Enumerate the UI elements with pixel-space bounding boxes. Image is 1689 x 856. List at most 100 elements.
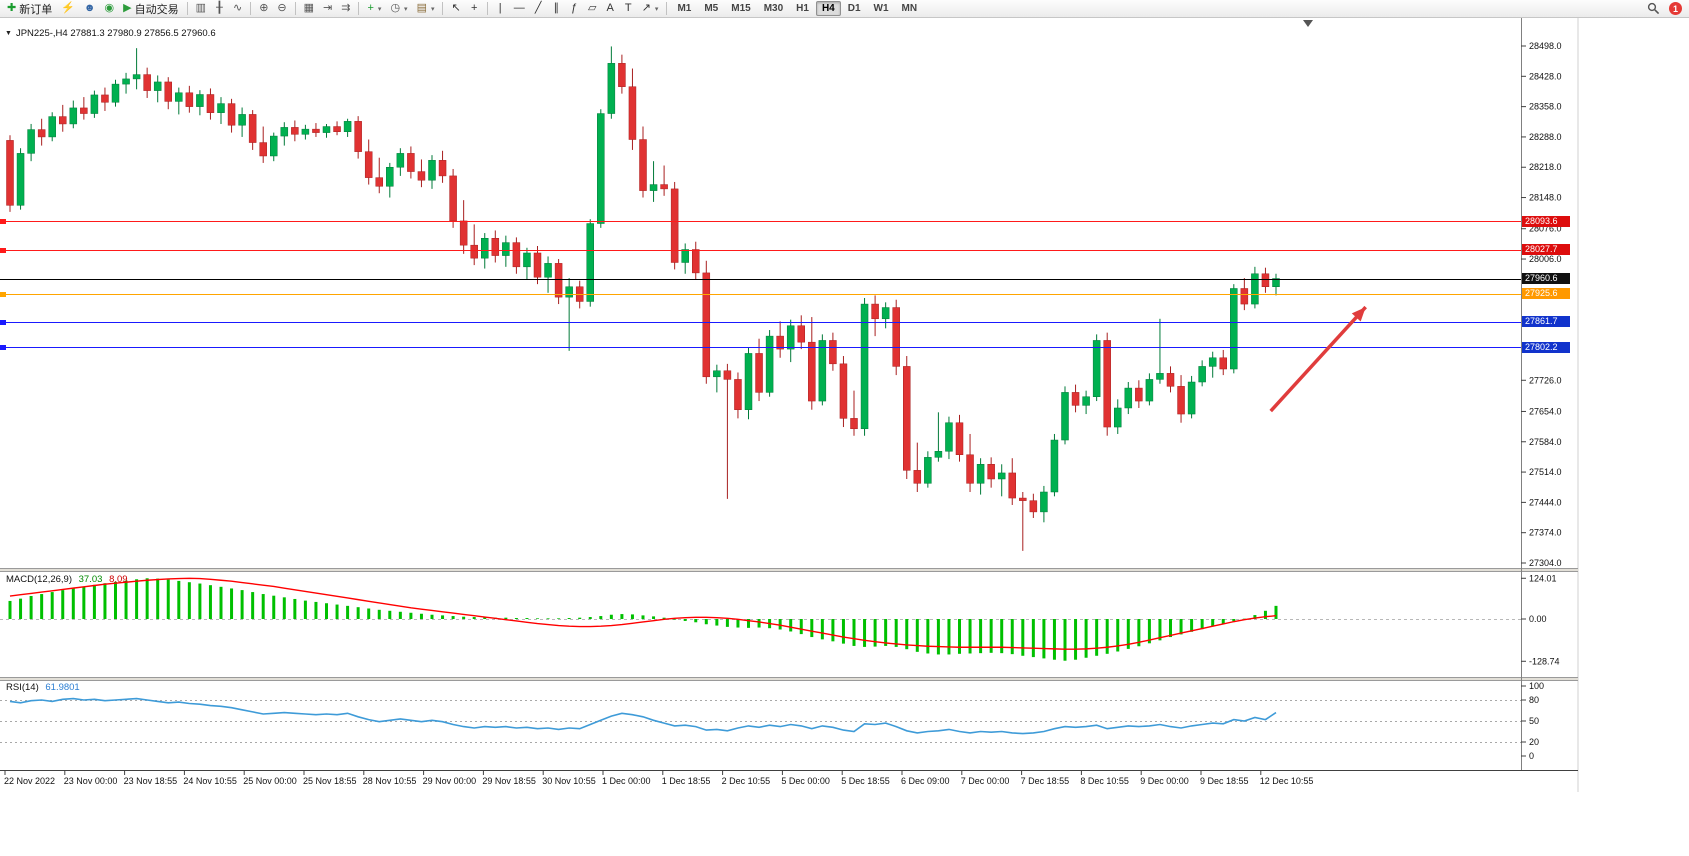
candle-body: [976, 464, 985, 484]
svg-text:50: 50: [1529, 716, 1539, 726]
auto-scroll-icon: ⇉: [341, 2, 351, 14]
price-axis: 28498.0 28428.0 28358.0 28288.0 28218.0 28148…: [1521, 41, 1562, 568]
auto-trading-icon: ▶: [123, 2, 132, 14]
market-watch-icon[interactable]: ◉: [101, 1, 119, 17]
toolbar-separator: [250, 2, 252, 15]
zoom-in-icon[interactable]: ⊕: [255, 1, 272, 17]
text-label-icon: T: [624, 2, 632, 14]
arrows-icon[interactable]: ↗ ▾: [638, 1, 663, 17]
candle-body: [6, 140, 14, 206]
candle-body: [786, 325, 795, 350]
price-line-badge[interactable]: 27925.6: [1522, 288, 1570, 300]
panel-separator[interactable]: [0, 568, 1578, 572]
tile-windows-icon[interactable]: ▦: [300, 1, 318, 17]
search-icon[interactable]: [1643, 1, 1664, 17]
candle-body: [354, 121, 362, 152]
auto-scroll-icon[interactable]: ⇉: [337, 1, 354, 17]
bar-chart-icon: ▥: [195, 2, 206, 14]
timeframe-button-d1[interactable]: D1: [847, 3, 861, 14]
candle-body: [301, 128, 310, 135]
price-line-badge[interactable]: 27861.7: [1522, 316, 1570, 328]
collapse-icon[interactable]: ▼: [5, 30, 12, 37]
hline-anchor[interactable]: [0, 292, 6, 297]
indicators-icon[interactable]: + ▾: [363, 1, 385, 17]
candle-body: [238, 114, 246, 126]
price-line-badge[interactable]: 28093.6: [1522, 215, 1570, 227]
candle-body: [333, 126, 341, 132]
candle-body: [755, 353, 763, 393]
notification-badge[interactable]: 1: [1669, 2, 1682, 15]
candlestick-chart-icon[interactable]: ╂: [211, 1, 228, 17]
toolbar-buttons: ✚ 新订单 ⚡ ☻ ◉ ▶ 自动交易 ▥ ╂ ∿ ⊕ ⊖ ▦ ⇥ ⇉ + ▾ ◷ ▾ ▤ ▾ ↖ + | — ╱ ∥ ƒ ▱ A T ↗ ▾: [3, 1, 670, 17]
price-line-badge[interactable]: 28027.7: [1522, 244, 1570, 256]
channel-icon[interactable]: ∥: [548, 1, 565, 17]
bar-chart-icon[interactable]: ▥: [192, 1, 210, 17]
candle-body: [1124, 387, 1133, 409]
candle-body: [829, 340, 837, 365]
chart-shift-icon[interactable]: ⇥: [319, 1, 336, 17]
horizontal-line-icon[interactable]: —: [510, 1, 529, 17]
profile-icon[interactable]: ☻: [80, 1, 100, 17]
candle-body: [702, 272, 711, 378]
time-label: 25 Nov 00:00: [243, 776, 297, 786]
macd-label: MACD(12,26,9) 37.03 8.09: [6, 574, 128, 585]
cursor-icon: ↖: [451, 2, 461, 14]
text-icon[interactable]: A: [602, 1, 619, 17]
timeframe-button-h4[interactable]: H4: [815, 1, 841, 16]
time-axis: 22 Nov 2022 23 Nov 00:00 23 Nov 18:55 24 No…: [4, 770, 1313, 786]
candle-body: [122, 78, 130, 85]
timeframe-button-w1[interactable]: W1: [873, 3, 889, 14]
svg-text:27584.0: 27584.0: [1529, 437, 1562, 447]
time-label: 12 Dec 10:55: [1260, 776, 1314, 786]
timeframe-button-m30[interactable]: M30: [763, 3, 784, 14]
candle-body: [903, 366, 911, 471]
candle-body: [1272, 278, 1280, 287]
crosshair-icon[interactable]: +: [466, 1, 483, 17]
text-label-icon[interactable]: T: [620, 1, 637, 17]
svg-text:28218.0: 28218.0: [1529, 162, 1562, 172]
timeframe-button-m15[interactable]: M15: [731, 3, 751, 14]
hline-anchor[interactable]: [0, 345, 6, 350]
candle-body: [776, 335, 784, 350]
periods-icon[interactable]: ◷ ▾: [386, 1, 411, 17]
price-line-badge[interactable]: 27802.2: [1522, 341, 1570, 353]
candle-body: [312, 128, 320, 133]
candle-body: [860, 303, 869, 430]
svg-text:80: 80: [1529, 695, 1539, 705]
timeframe-button-mn[interactable]: MN: [901, 3, 918, 14]
candle-body: [132, 74, 141, 80]
timeframe-button-m5[interactable]: M5: [704, 3, 719, 14]
expert-advisors-icon[interactable]: ⚡: [57, 1, 79, 17]
trendline-icon[interactable]: ╱: [530, 1, 547, 17]
time-label: 28 Nov 10:55: [363, 776, 417, 786]
cursor-icon[interactable]: ↖: [447, 1, 464, 17]
fibonacci-icon[interactable]: ƒ: [566, 1, 583, 17]
shapes-icon[interactable]: ▱: [584, 1, 601, 17]
timeframe-button-m1[interactable]: M1: [677, 3, 692, 14]
candle-body: [660, 184, 668, 190]
templates-icon[interactable]: ▤ ▾: [413, 1, 439, 17]
zoom-out-icon[interactable]: ⊖: [273, 1, 290, 17]
expert-advisors-icon: ⚡: [61, 2, 75, 14]
hline-anchor[interactable]: [0, 248, 6, 253]
panel-separator[interactable]: [0, 677, 1578, 681]
auto-trading-button[interactable]: ▶ 自动交易: [119, 1, 182, 17]
vertical-line-icon[interactable]: |: [492, 1, 509, 17]
line-chart-icon[interactable]: ∿: [229, 1, 246, 17]
arrow-annotation[interactable]: [1269, 305, 1367, 413]
candle-body: [1145, 379, 1154, 402]
timeframe-button-h1[interactable]: H1: [796, 3, 809, 14]
candle-body: [459, 220, 468, 246]
candle-body: [227, 103, 236, 126]
hline-anchor[interactable]: [0, 320, 6, 325]
candle-body: [628, 86, 637, 140]
chart-shift-marker[interactable]: [1303, 20, 1313, 27]
current-price-badge[interactable]: 27960.6: [1522, 273, 1570, 285]
svg-text:28148.0: 28148.0: [1529, 193, 1562, 203]
new-order-button[interactable]: ✚ 新订单: [3, 1, 56, 17]
candle-body: [1082, 396, 1090, 406]
candle-body: [544, 263, 552, 278]
candle-body: [386, 166, 394, 187]
hline-anchor[interactable]: [0, 219, 6, 224]
